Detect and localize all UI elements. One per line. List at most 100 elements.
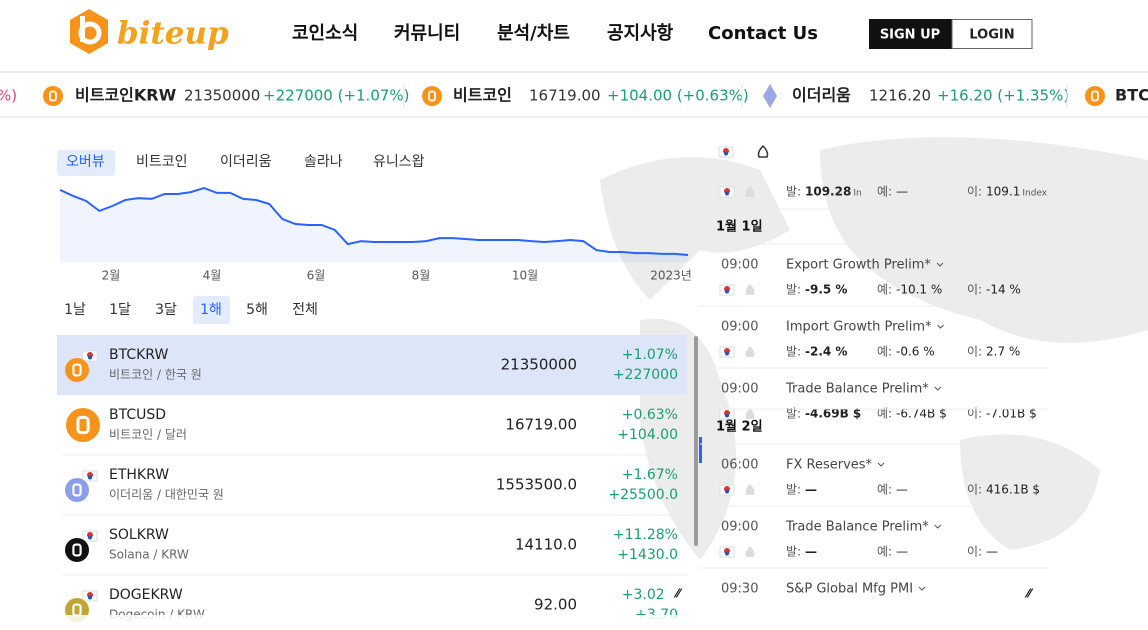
active-tab-bg	[57, 150, 115, 176]
row-pct: +0.63%	[622, 407, 678, 423]
cal-expand[interactable]	[934, 524, 942, 529]
coin-glyph	[72, 363, 82, 377]
tv-badge	[663, 582, 693, 606]
cal-label: 이:	[967, 345, 982, 359]
row-change: +104.00	[617, 427, 678, 443]
ticker-name[interactable]: BTCU	[1115, 86, 1148, 105]
logo-text[interactable]: biteup	[117, 16, 229, 52]
cal-label: 예:	[877, 545, 892, 559]
hot-icon	[745, 408, 755, 419]
chart-x-label: 6월	[307, 269, 326, 283]
logo-icon	[70, 9, 108, 54]
hot-icon	[745, 484, 755, 495]
market-tab[interactable]: 솔라나	[304, 154, 343, 170]
row-symbol[interactable]: ETHKRW	[109, 467, 169, 483]
cal-value: —	[896, 185, 908, 199]
range-button[interactable]: 전체	[292, 302, 318, 318]
range-button[interactable]: 5해	[246, 302, 268, 318]
nav-link[interactable]: 코인소식	[292, 23, 358, 44]
cal-label: 이:	[967, 483, 982, 497]
row-desc: 비트코인 / 달러	[109, 428, 187, 442]
cal-date: 1월 2일	[716, 419, 763, 435]
kr-flag-blue	[88, 355, 92, 360]
coin-icon	[422, 86, 442, 106]
tv-badge	[1014, 582, 1044, 606]
market-tab[interactable]: 유니스왑	[373, 154, 425, 170]
cal-label: 발:	[786, 483, 801, 497]
cal-time: 09:30	[721, 582, 758, 597]
coin-glyph	[76, 415, 90, 435]
range-button[interactable]: 1날	[64, 302, 86, 318]
hot-icon	[745, 186, 755, 197]
row-price: 21350000	[501, 356, 577, 374]
login-button[interactable]	[951, 19, 1033, 49]
cal-expand[interactable]	[934, 386, 942, 391]
eth-icon	[763, 84, 777, 108]
row-change: +1430.0	[617, 547, 678, 563]
cal-title[interactable]: Import Growth Prelim*	[786, 320, 932, 335]
ticker-name[interactable]: 비트코인	[453, 86, 512, 105]
coin-glyph	[428, 90, 436, 102]
ticker-name[interactable]: 이더리움	[792, 86, 851, 105]
row-symbol[interactable]: BTCKRW	[109, 347, 168, 363]
cal-title[interactable]: Trade Balance Prelim*	[785, 382, 929, 397]
row-price: 92.00	[534, 596, 577, 614]
coin-glyph	[1091, 90, 1099, 102]
chart-x-label: 10월	[512, 269, 538, 283]
signup-button[interactable]	[869, 19, 952, 49]
cal-expand[interactable]	[918, 586, 926, 591]
nav-link[interactable]: 분석/차트	[497, 23, 570, 44]
ticker-name[interactable]: 비트코인KRW	[75, 86, 177, 105]
cal-value: -4.69B $	[805, 407, 861, 421]
range-button[interactable]: 1해	[200, 302, 222, 318]
kr-flag-blue	[725, 351, 729, 356]
hot-icon	[757, 144, 769, 158]
range-button[interactable]: 3달	[155, 302, 177, 318]
coin-glyph	[49, 90, 57, 102]
cal-title[interactable]: S&P Global Mfg PMI	[786, 582, 913, 597]
kr-flag-blue	[88, 595, 92, 600]
cal-label: 예:	[877, 185, 892, 199]
row-symbol[interactable]: DOGEKRW	[109, 587, 183, 603]
cal-expand[interactable]	[937, 324, 944, 329]
row-change: +227000	[613, 367, 678, 383]
ticker-change: +104.00 (+0.63%)	[607, 87, 749, 105]
cal-value: -0.6 %	[896, 345, 935, 359]
cal-label: 예:	[877, 345, 892, 359]
hot-icon	[745, 284, 755, 295]
cal-value: -14 %	[986, 283, 1021, 297]
market-tab[interactable]: 이더리움	[220, 154, 272, 170]
market-tab[interactable]: 비트코인	[136, 154, 188, 170]
kr-flag-blue	[725, 489, 729, 494]
row-symbol[interactable]: SOLKRW	[109, 527, 169, 543]
cal-title[interactable]: Trade Balance Prelim*	[785, 520, 929, 535]
nav-link[interactable]: Contact Us	[708, 23, 818, 44]
cal-label: 발:	[786, 345, 801, 359]
ticker-price: 16719.00	[529, 87, 601, 105]
cal-title[interactable]: Export Growth Prelim*	[786, 258, 931, 273]
row-symbol[interactable]: BTCUSD	[109, 407, 166, 423]
kr-flag-blue	[725, 551, 729, 556]
nav-link[interactable]: 공지사항	[607, 23, 674, 44]
cal-value: —	[805, 545, 817, 559]
coin-glyph	[72, 483, 82, 497]
range-button[interactable]: 1달	[109, 302, 131, 318]
cal-expand[interactable]	[936, 262, 944, 267]
cal-label: 발:	[786, 545, 801, 559]
login-label[interactable]: LOGIN	[969, 28, 1014, 43]
cal-title[interactable]: FX Reserves*	[786, 458, 873, 473]
market-tab[interactable]: 오버뷰	[66, 154, 105, 170]
coin-icon	[65, 478, 89, 502]
nav-link[interactable]: 커뮤니티	[394, 23, 460, 44]
cal-label: 이:	[967, 283, 982, 297]
ticker-change: +16.20 (+1.35%)	[937, 87, 1069, 105]
tv-logo: ⁄⁄	[673, 587, 683, 601]
ticker-price: 21350000	[184, 87, 260, 105]
cal-expand[interactable]	[877, 462, 885, 467]
kr-flag-blue	[724, 151, 728, 156]
signup-label[interactable]: SIGN UP	[880, 28, 940, 43]
chart-x-label: 4월	[203, 269, 222, 283]
cal-value: -2.4 %	[805, 345, 847, 359]
kr-flag-blue	[725, 413, 729, 418]
